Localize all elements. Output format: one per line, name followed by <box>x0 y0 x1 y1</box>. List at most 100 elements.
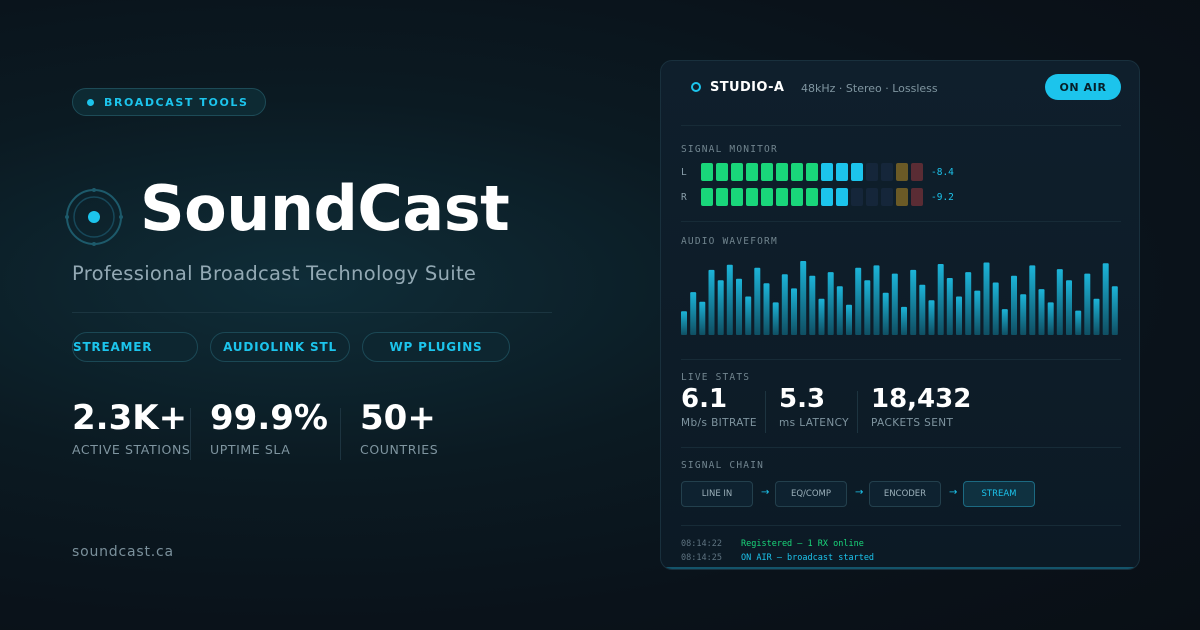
waveform-bar <box>1093 298 1100 335</box>
chain-arrow-icon: → <box>761 487 770 498</box>
meter-segment <box>851 188 863 206</box>
waveform-bar <box>809 275 816 335</box>
meter-segment <box>896 188 908 206</box>
waveform-bar <box>891 273 898 335</box>
meter-segment <box>821 188 833 206</box>
log-timestamp: 08:14:22 <box>681 539 722 549</box>
chain-stage-line-in[interactable]: LINE IN <box>681 481 753 507</box>
category-tag-label: BROADCAST TOOLS <box>104 95 249 109</box>
meter-segment <box>701 163 713 181</box>
product-audiolink-button[interactable]: AUDIOLINK STL <box>210 332 350 362</box>
waveform-bar <box>992 282 999 335</box>
waveform-bar <box>754 267 761 335</box>
level-meter-left <box>701 163 923 181</box>
meter-segment <box>836 163 848 181</box>
waveform-bar <box>690 292 697 335</box>
signal-chain-label: SIGNAL CHAIN <box>681 460 765 471</box>
waveform-bar <box>800 261 807 335</box>
meter-value-left: -8.4 <box>931 167 954 178</box>
stat-value: 99.9% <box>210 398 328 438</box>
product-streamer-button[interactable]: STREAMER <box>72 332 198 362</box>
panel-divider <box>681 525 1121 526</box>
waveform-bar <box>772 302 779 335</box>
waveform-bar <box>1056 269 1063 335</box>
chain-stage-eq-comp[interactable]: EQ/COMP <box>775 481 847 507</box>
waveform-bar <box>708 269 715 335</box>
waveform-bar <box>846 304 852 335</box>
on-air-badge[interactable]: ON AIR <box>1045 74 1121 100</box>
product-wp-plugins-button[interactable]: WP PLUGINS <box>362 332 510 362</box>
meter-segment <box>806 188 818 206</box>
panel-glow-line <box>661 567 1139 569</box>
waveform-bar <box>855 267 862 335</box>
website-link[interactable]: soundcast.ca <box>72 544 174 560</box>
waveform-bar <box>928 300 935 335</box>
category-tag: BROADCAST TOOLS <box>72 88 266 116</box>
meter-segment <box>731 188 743 206</box>
waveform-bar <box>1029 265 1036 335</box>
meter-segment <box>881 163 893 181</box>
waveform-bar <box>726 264 733 335</box>
meter-segment <box>911 188 923 206</box>
packets-label: PACKETS SENT <box>871 417 954 429</box>
waveform-bar <box>699 301 706 335</box>
waveform-bar <box>827 272 834 335</box>
waveform-bar <box>965 272 972 335</box>
waveform-bar <box>681 311 687 335</box>
waveform-bar <box>1001 309 1008 335</box>
waveform-label: AUDIO WAVEFORM <box>681 236 778 247</box>
chain-stage-encoder[interactable]: ENCODER <box>869 481 941 507</box>
waveform-bar <box>1075 310 1082 335</box>
waveform-bar <box>1011 275 1017 335</box>
signal-monitor-label: SIGNAL MONITOR <box>681 144 778 155</box>
chain-arrow-icon: → <box>855 487 864 498</box>
meter-channel-right: R <box>681 192 687 203</box>
waveform-bar <box>781 274 788 335</box>
waveform-bar <box>745 296 752 335</box>
level-meter-right <box>701 188 923 206</box>
brand-subtitle: Professional Broadcast Technology Suite <box>72 262 477 285</box>
bitrate-value: 6.1 <box>681 384 728 414</box>
waveform-bar <box>873 265 880 335</box>
meter-segment <box>791 163 803 181</box>
meter-segment <box>746 188 758 206</box>
meter-segment <box>701 188 713 206</box>
stat-active-stations: 2.3K+ ACTIVE STATIONS <box>72 398 190 457</box>
waveform-bar <box>919 284 926 335</box>
stat-label: COUNTRIES <box>360 442 439 457</box>
meter-segment <box>881 188 893 206</box>
meter-segment <box>821 163 833 181</box>
waveform-bar <box>1066 280 1072 335</box>
waveform-bar <box>1038 289 1045 335</box>
waveform-bar <box>956 296 962 335</box>
tag-dot-icon <box>87 98 94 106</box>
meter-segment <box>806 163 818 181</box>
meter-segment <box>731 163 743 181</box>
panel-divider <box>681 125 1121 126</box>
meter-segment <box>791 188 803 206</box>
waveform-bar <box>937 264 944 335</box>
packets-value: 18,432 <box>871 384 972 414</box>
latency-label: ms LATENCY <box>779 417 849 429</box>
meter-segment <box>866 188 878 206</box>
meter-segment <box>716 188 728 206</box>
waveform-bar <box>791 288 797 335</box>
meter-value-right: -9.2 <box>931 192 954 203</box>
meter-segment <box>911 163 923 181</box>
studio-panel: STUDIO-A 48kHz · Stereo · Lossless ON AI… <box>660 60 1140 570</box>
studio-name: STUDIO-A <box>710 80 785 95</box>
panel-divider <box>681 221 1121 222</box>
meter-segment <box>746 163 758 181</box>
chain-arrow-icon: → <box>949 487 958 498</box>
meter-segment <box>776 163 788 181</box>
live-stats-label: LIVE STATS <box>681 372 751 383</box>
waveform-bar <box>1111 286 1118 335</box>
stat-countries: 50+ COUNTRIES <box>360 398 438 457</box>
waveform-bar <box>836 286 843 335</box>
log-message: Registered — 1 RX online <box>741 539 864 549</box>
log-message: ON AIR — broadcast started <box>741 553 875 563</box>
meter-segment <box>716 163 728 181</box>
stat-divider <box>190 408 191 460</box>
log-timestamp: 08:14:25 <box>681 553 722 563</box>
chain-stage-stream[interactable]: STREAM <box>963 481 1035 507</box>
